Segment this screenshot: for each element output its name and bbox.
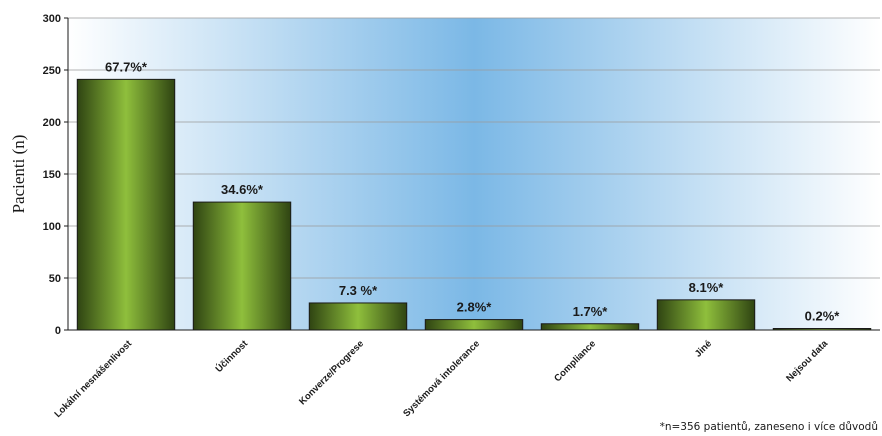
data-label: 34.6%* — [221, 182, 264, 197]
data-label: 0.2%* — [805, 309, 841, 324]
y-tick-label: 0 — [55, 325, 61, 337]
y-tick-label: 250 — [43, 65, 61, 77]
bar — [656, 299, 756, 331]
category-label: Účinnost — [213, 337, 251, 375]
bars — [76, 78, 872, 331]
bar — [540, 323, 640, 331]
y-tick-label: 300 — [43, 13, 61, 25]
y-axis-ticks: 0 50 100 150 200 250 300 — [43, 13, 68, 337]
data-labels: 67.7%* 34.6%* 7.3 %* 2.8%* 1.7%* 8.1%* 0.2%* — [105, 59, 840, 323]
category-label: Lokální nesnášenlivost — [52, 338, 134, 420]
data-label: 8.1%* — [689, 280, 725, 295]
data-label: 1.7%* — [573, 304, 609, 319]
category-labels: Lokální nesnášenlivost Účinnost Konverze/P… — [52, 337, 830, 420]
data-label: 67.7%* — [105, 59, 148, 74]
bar — [424, 319, 524, 331]
category-label: Konverze/Progrese — [297, 338, 366, 407]
bar — [76, 78, 176, 331]
y-tick-label: 150 — [43, 169, 61, 181]
bar — [308, 302, 408, 331]
category-label: Nejsou data — [784, 338, 830, 384]
y-tick-label: 100 — [43, 221, 61, 233]
y-tick-label: 50 — [49, 273, 61, 285]
category-label: Compliance — [552, 338, 598, 384]
bar — [192, 201, 292, 331]
category-label: Jiné — [693, 338, 714, 359]
data-label: 2.8%* — [457, 300, 493, 315]
y-tick-label: 200 — [43, 117, 61, 129]
y-axis-label: Pacienti (n) — [9, 135, 28, 214]
category-label: Systémová intolerance — [401, 338, 482, 419]
data-label: 7.3 %* — [339, 283, 378, 298]
footnote: *n=356 patientů, zaneseno i více důvodů — [660, 421, 878, 433]
